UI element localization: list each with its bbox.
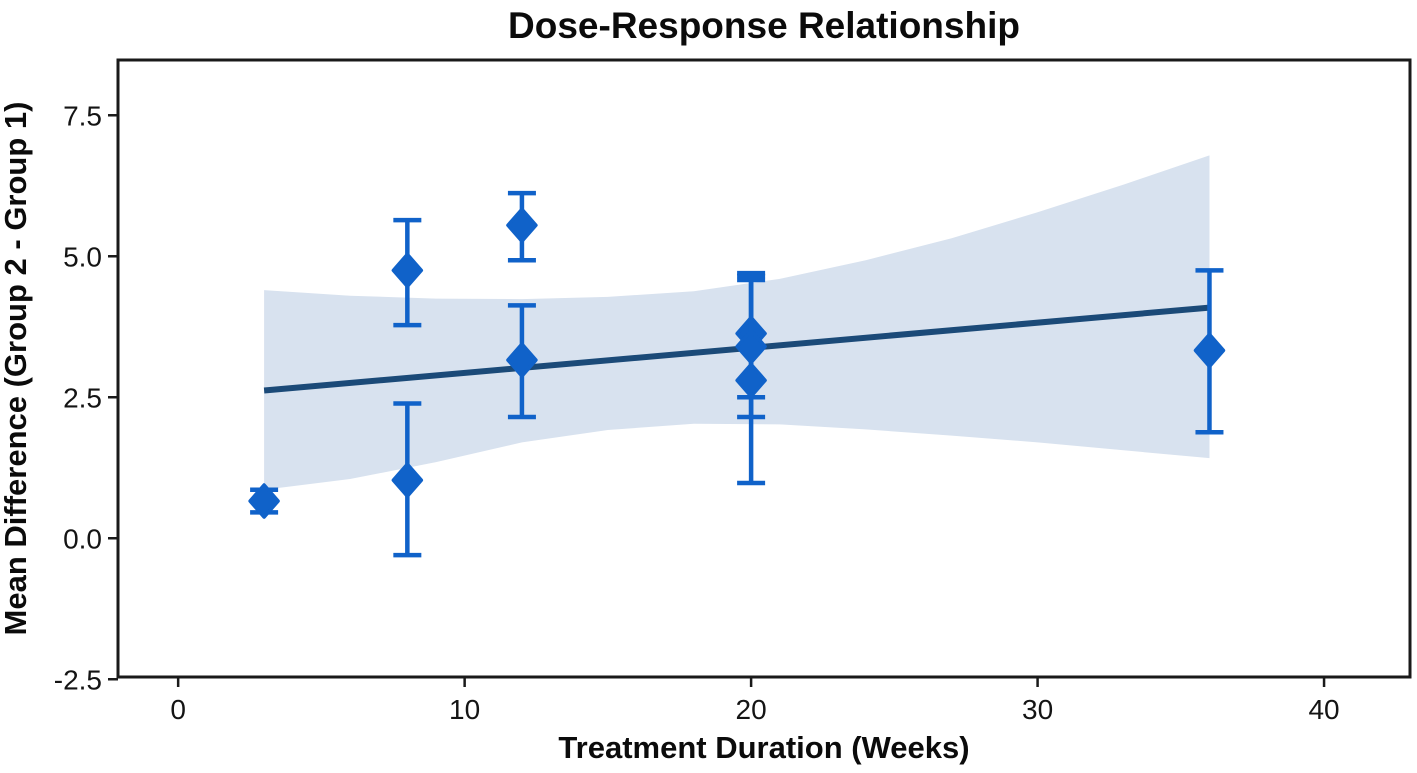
study-point-group: [391, 401, 424, 558]
data-point-diamond: [1193, 332, 1226, 369]
axis-ticks-layer: 0 10 20 30 40 7.5 5.0 2.5 0.0 -2.5: [54, 100, 1340, 725]
data-point-diamond: [506, 207, 538, 243]
chart-title: Dose-Response Relationship: [508, 5, 1020, 46]
x-tick-label: 0: [170, 694, 186, 725]
x-tick-label: 10: [449, 694, 480, 725]
data-points-layer: [248, 190, 1226, 558]
y-tick-label: 7.5: [63, 100, 102, 131]
regression-trend-line: [263, 304, 1210, 394]
confidence-band: [264, 155, 1210, 490]
x-axis-title: Treatment Duration (Weeks): [558, 730, 969, 765]
y-tick-label: 0.0: [63, 523, 102, 554]
study-point-group: [506, 190, 538, 263]
x-tick-label: 30: [1022, 694, 1053, 725]
plot-panel-border: [116, 58, 1412, 679]
data-point-diamond: [506, 342, 538, 378]
study-point-group: [1193, 268, 1226, 435]
y-axis-title: Mean Difference (Group 2 - Group 1): [0, 102, 33, 636]
study-point-group: [735, 277, 767, 486]
y-tick-label: -2.5: [54, 664, 102, 695]
data-point-diamond: [248, 483, 280, 519]
x-tick-label: 20: [736, 694, 767, 725]
y-tick-label: 5.0: [63, 241, 102, 272]
x-tick-label: 40: [1308, 694, 1339, 725]
y-tick-label: 2.5: [63, 382, 102, 413]
data-point-diamond: [391, 462, 424, 498]
study-point-group: [248, 483, 280, 519]
data-point-diamond: [735, 362, 767, 399]
study-point-group: [391, 217, 424, 328]
study-point-group: [506, 303, 538, 420]
data-point-diamond: [391, 252, 424, 289]
